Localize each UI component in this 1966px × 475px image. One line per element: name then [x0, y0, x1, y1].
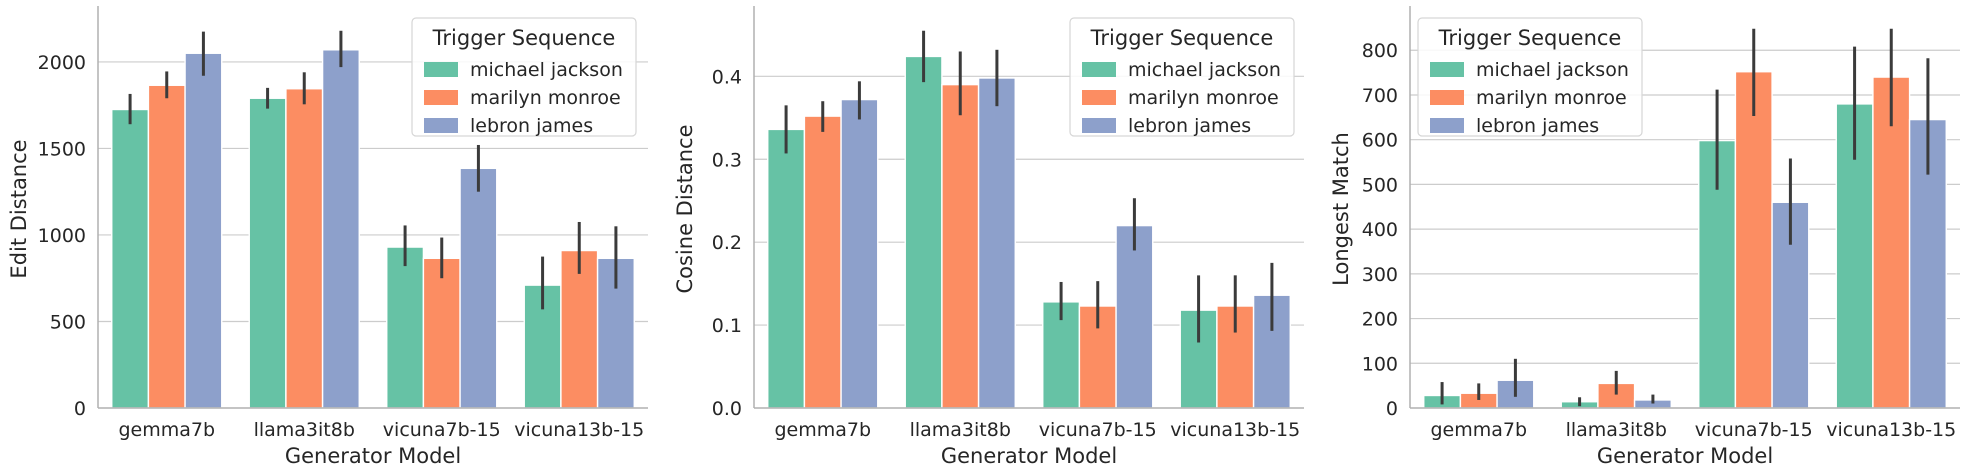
legend: Trigger Sequence michael jackson marilyn m… — [1069, 17, 1295, 137]
x-tick-label: vicuna7b-15 — [1695, 419, 1813, 441]
legend-title: Trigger Sequence — [1090, 26, 1274, 50]
legend-swatch-lebron-james — [424, 118, 458, 133]
y-tick-label: 0.4 — [712, 66, 742, 88]
legend-label-marilyn-monroe: marilyn monroe — [470, 87, 621, 109]
legend-label-michael-jackson: michael jackson — [1128, 59, 1281, 81]
y-tick-label: 100 — [1362, 353, 1398, 375]
y-tick-label: 0.3 — [712, 149, 742, 171]
legend-label-lebron-james: lebron james — [470, 115, 593, 137]
x-tick-label: gemma7b — [118, 419, 215, 441]
legend-label-lebron-james: lebron james — [1128, 115, 1251, 137]
legend: Trigger Sequence michael jackson marilyn m… — [411, 17, 637, 137]
y-tick-label: 800 — [1362, 40, 1398, 62]
legend: Trigger Sequence michael jackson marilyn m… — [1417, 17, 1643, 137]
y-tick-label: 0.2 — [712, 232, 742, 254]
bar-marilyn-monroe-llama3it8b — [941, 83, 980, 409]
x-tick-label: vicuna13b-15 — [1826, 419, 1956, 441]
x-tick-label: llama3it8b — [254, 419, 355, 441]
x-tick-label: vicuna13b-15 — [1170, 419, 1300, 441]
legend-title: Trigger Sequence — [432, 26, 616, 50]
y-tick-label: 400 — [1362, 219, 1398, 241]
bar-marilyn-monroe-gemma7b — [147, 84, 186, 409]
x-tick-label: vicuna13b-15 — [514, 419, 644, 441]
bar-marilyn-monroe-vicuna7b-15 — [422, 257, 461, 409]
bar-lebron-james-vicuna7b-15 — [459, 167, 498, 409]
bar-lebron-james-gemma7b — [840, 98, 879, 409]
legend-swatch-marilyn-monroe — [424, 90, 458, 105]
legend-box — [1417, 17, 1643, 137]
bar-lebron-james-vicuna7b-15 — [1115, 224, 1154, 409]
legend-swatch-michael-jackson — [424, 62, 458, 77]
y-axis-label: Cosine Distance — [673, 124, 697, 293]
cosine-distance-chart: 0.0 0.1 0.2 0.3 0.4 gemma7b llama3it8b vicuna7b… — [673, 6, 1304, 468]
y-axis-label: Edit Distance — [7, 139, 31, 278]
bar-marilyn-monroe-vicuna13b-15 — [1872, 76, 1911, 409]
y-tick-label: 200 — [1362, 309, 1398, 331]
y-tick-label: 1000 — [38, 225, 86, 247]
legend-swatch-marilyn-monroe — [1430, 90, 1464, 105]
bar-marilyn-monroe-vicuna13b-15 — [560, 249, 599, 409]
y-tick-label: 700 — [1362, 85, 1398, 107]
legend-label-michael-jackson: michael jackson — [1476, 59, 1629, 81]
x-axis-label: Generator Model — [941, 444, 1117, 468]
x-axis-label: Generator Model — [285, 444, 461, 468]
bar-lebron-james-llama3it8b — [977, 77, 1016, 409]
x-tick-label: vicuna7b-15 — [383, 419, 501, 441]
legend-label-michael-jackson: michael jackson — [470, 59, 623, 81]
bar-lebron-james-llama3it8b — [321, 49, 360, 409]
y-tick-label: 300 — [1362, 264, 1398, 286]
y-tick-label: 500 — [1362, 174, 1398, 196]
longest-match-chart: 0 100 200 300 400 500 600 700 800 gemma7b llama3it… — [1329, 6, 1960, 468]
legend-swatch-marilyn-monroe — [1082, 90, 1116, 105]
bar-michael-jackson-llama3it8b — [904, 55, 943, 409]
x-tick-label: llama3it8b — [1566, 419, 1667, 441]
y-tick-label: 0 — [1386, 398, 1398, 420]
x-tick-label: gemma7b — [1430, 419, 1527, 441]
legend-label-marilyn-monroe: marilyn monroe — [1476, 87, 1627, 109]
x-tick-label: llama3it8b — [910, 419, 1011, 441]
y-tick-label: 2000 — [38, 52, 86, 74]
bar-marilyn-monroe-llama3it8b — [285, 88, 324, 409]
legend-swatch-lebron-james — [1430, 118, 1464, 133]
bar-michael-jackson-gemma7b — [111, 108, 150, 409]
bar-michael-jackson-llama3it8b — [248, 97, 287, 409]
bar-lebron-james-gemma7b — [184, 52, 223, 409]
y-tick-label: 1500 — [38, 138, 86, 160]
y-tick-label: 500 — [50, 311, 86, 333]
bar-marilyn-monroe-vicuna7b-15 — [1734, 71, 1773, 409]
legend-label-marilyn-monroe: marilyn monroe — [1128, 87, 1279, 109]
legend-title: Trigger Sequence — [1438, 26, 1622, 50]
y-tick-label: 0 — [74, 398, 86, 420]
legend-swatch-lebron-james — [1082, 118, 1116, 133]
x-tick-label: gemma7b — [774, 419, 871, 441]
x-tick-label: vicuna7b-15 — [1039, 419, 1157, 441]
y-tick-label: 0.1 — [712, 315, 742, 337]
legend-box — [1069, 17, 1295, 137]
y-axis-label: Longest Match — [1329, 132, 1353, 286]
legend-label-lebron-james: lebron james — [1476, 115, 1599, 137]
bar-michael-jackson-vicuna7b-15 — [386, 246, 425, 409]
edit-distance-chart: 0 500 1000 1500 2000 gemma7b llama3it8b vicuna7… — [7, 6, 648, 468]
legend-swatch-michael-jackson — [1430, 62, 1464, 77]
legend-box — [411, 17, 637, 137]
x-axis-label: Generator Model — [1597, 444, 1773, 468]
y-tick-label: 600 — [1362, 130, 1398, 152]
bar-michael-jackson-gemma7b — [767, 128, 806, 409]
y-tick-label: 0.0 — [712, 398, 742, 420]
bar-marilyn-monroe-gemma7b — [803, 115, 842, 409]
legend-swatch-michael-jackson — [1082, 62, 1116, 77]
